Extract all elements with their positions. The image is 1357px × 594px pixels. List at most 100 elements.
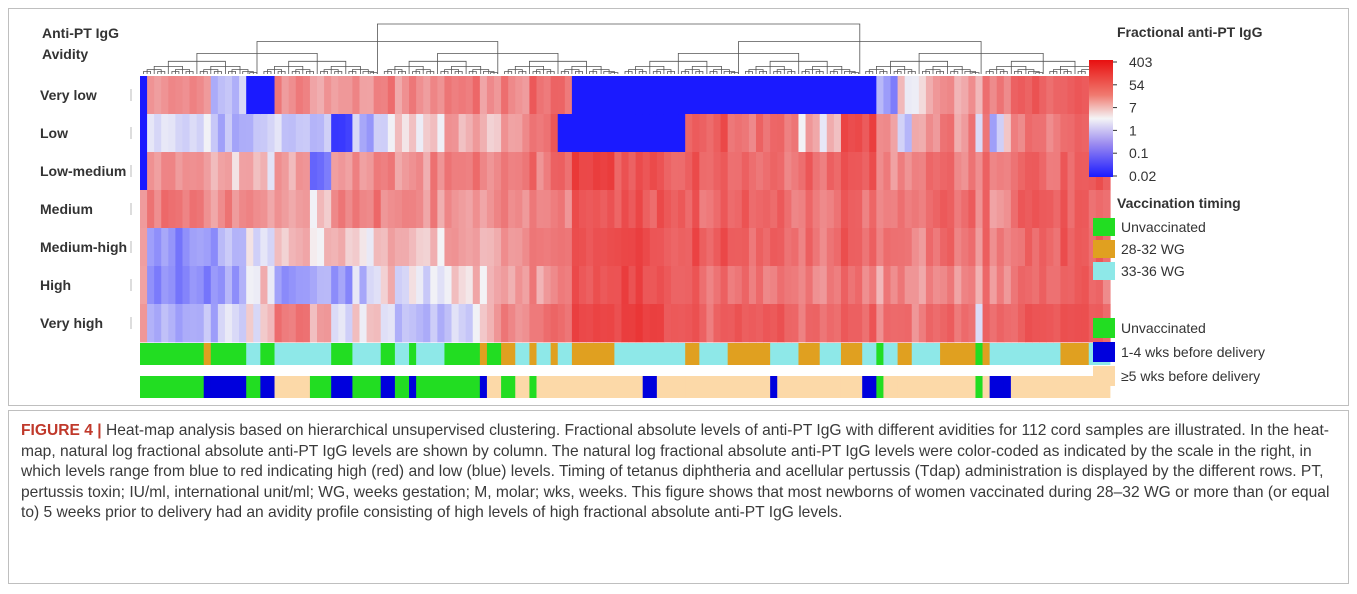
heatmap-cell: [671, 114, 679, 153]
heatmap-cell: [267, 152, 276, 191]
heatmap-cell: [897, 76, 906, 115]
heatmap-cell: [734, 152, 743, 191]
heatmap-cell: [324, 190, 332, 229]
legend-swatch: [1093, 262, 1115, 280]
heatmap-cell: [338, 76, 346, 115]
heatmap-cell: [883, 76, 892, 115]
heatmap-cell: [338, 266, 346, 305]
delivery-bar-segment: [642, 376, 658, 398]
heatmap-cell: [281, 152, 290, 191]
heatmap-cell: [267, 76, 276, 115]
heatmap-cell: [897, 152, 906, 191]
heatmap-cell: [239, 190, 247, 229]
heatmap-cell: [649, 190, 658, 229]
heatmap-cell: [1053, 190, 1062, 229]
heatmap-cell: [642, 228, 651, 267]
heatmap-cell: [947, 190, 955, 229]
heatmap-cell: [593, 228, 601, 267]
heatmap-cell: [543, 152, 552, 191]
heatmap-cell: [614, 76, 623, 115]
heatmap-cell: [1067, 190, 1076, 229]
heatmap-cell: [720, 190, 729, 229]
heatmap-cell: [1088, 190, 1097, 229]
heatmap-cell: [1025, 76, 1033, 115]
heatmap-cell: [890, 266, 899, 305]
heatmap-cell: [239, 228, 247, 267]
legend-label: ≥5 wks before delivery: [1121, 368, 1260, 384]
heatmap-cell: [253, 76, 261, 115]
heatmap-cell: [246, 76, 254, 115]
heatmap-cell: [494, 304, 502, 343]
heatmap-cell: [189, 76, 198, 115]
heatmap-cell: [331, 114, 339, 153]
heatmap-cell: [345, 266, 354, 305]
heatmap-cell: [614, 304, 623, 343]
heatmap-cell: [387, 266, 396, 305]
heatmap-cell: [833, 266, 842, 305]
heatmap-cell: [982, 266, 991, 305]
heatmap-cell: [387, 114, 396, 153]
heatmap-cell: [961, 304, 969, 343]
heatmap-cell: [309, 76, 318, 115]
heatmap-cell: [274, 114, 283, 153]
caption-label: FIGURE 4 |: [21, 422, 102, 439]
heatmap-cell: [1003, 152, 1012, 191]
timing-bar-segment: [1010, 343, 1061, 365]
heatmap-cell: [536, 266, 545, 305]
heatmap-cell: [359, 76, 368, 115]
heatmap-cell: [954, 76, 962, 115]
heatmap-cell: [529, 190, 538, 229]
heatmap-cell: [876, 190, 885, 229]
annotation-bars: [140, 343, 1111, 398]
heatmap-cell: [862, 228, 870, 267]
heatmap-cell: [968, 228, 977, 267]
heatmap-cell: [451, 304, 460, 343]
dendrogram: [143, 23, 1107, 74]
heatmap-cell: [954, 228, 962, 267]
heatmap-cell: [253, 266, 261, 305]
heatmap-cell: [840, 76, 849, 115]
heatmap-cell: [423, 152, 431, 191]
heatmap-cell: [317, 304, 325, 343]
heatmap-cell: [331, 266, 339, 305]
timing-bar-segment: [203, 343, 212, 365]
heatmap-cell: [628, 228, 637, 267]
row-label: Low: [40, 125, 68, 141]
heatmap-cell: [805, 266, 814, 305]
timing-bar-segment: [571, 343, 615, 365]
heatmap-cell: [1060, 266, 1069, 305]
heatmap-cell: [1067, 304, 1076, 343]
heatmap-cell: [1025, 304, 1033, 343]
heatmap-cell: [472, 228, 481, 267]
heatmap-cell: [366, 304, 375, 343]
heatmap-cell: [614, 266, 623, 305]
delivery-bar-segment: [394, 376, 410, 398]
heatmap-cell: [380, 228, 389, 267]
heatmap-cell: [805, 304, 814, 343]
heatmap-cell: [706, 266, 715, 305]
heatmap-cell: [968, 266, 977, 305]
heatmap-cell: [876, 228, 885, 267]
heatmap-cell: [253, 228, 261, 267]
heatmap-cell: [295, 76, 304, 115]
heatmap-cell: [465, 114, 474, 153]
heatmap-cell: [175, 266, 184, 305]
heatmap-cell: [232, 228, 240, 267]
heatmap-cell: [918, 304, 927, 343]
row-label: Very high: [40, 315, 103, 331]
heatmap-cell: [161, 304, 169, 343]
heatmap-cell: [140, 114, 148, 153]
heatmap-cell: [798, 152, 807, 191]
heatmap-cell: [784, 114, 792, 153]
heatmap-cell: [897, 114, 906, 153]
heatmap-cell: [550, 152, 559, 191]
heatmap-cell: [876, 114, 885, 153]
delivery-bar-segment: [352, 376, 382, 398]
heatmap-cell: [883, 266, 892, 305]
heatmap-cell: [239, 304, 247, 343]
heatmap-cell: [699, 190, 708, 229]
heatmap-cell: [975, 304, 984, 343]
heatmap-cell: [932, 152, 941, 191]
heatmap-cell: [260, 190, 269, 229]
heatmap-cell: [175, 114, 184, 153]
